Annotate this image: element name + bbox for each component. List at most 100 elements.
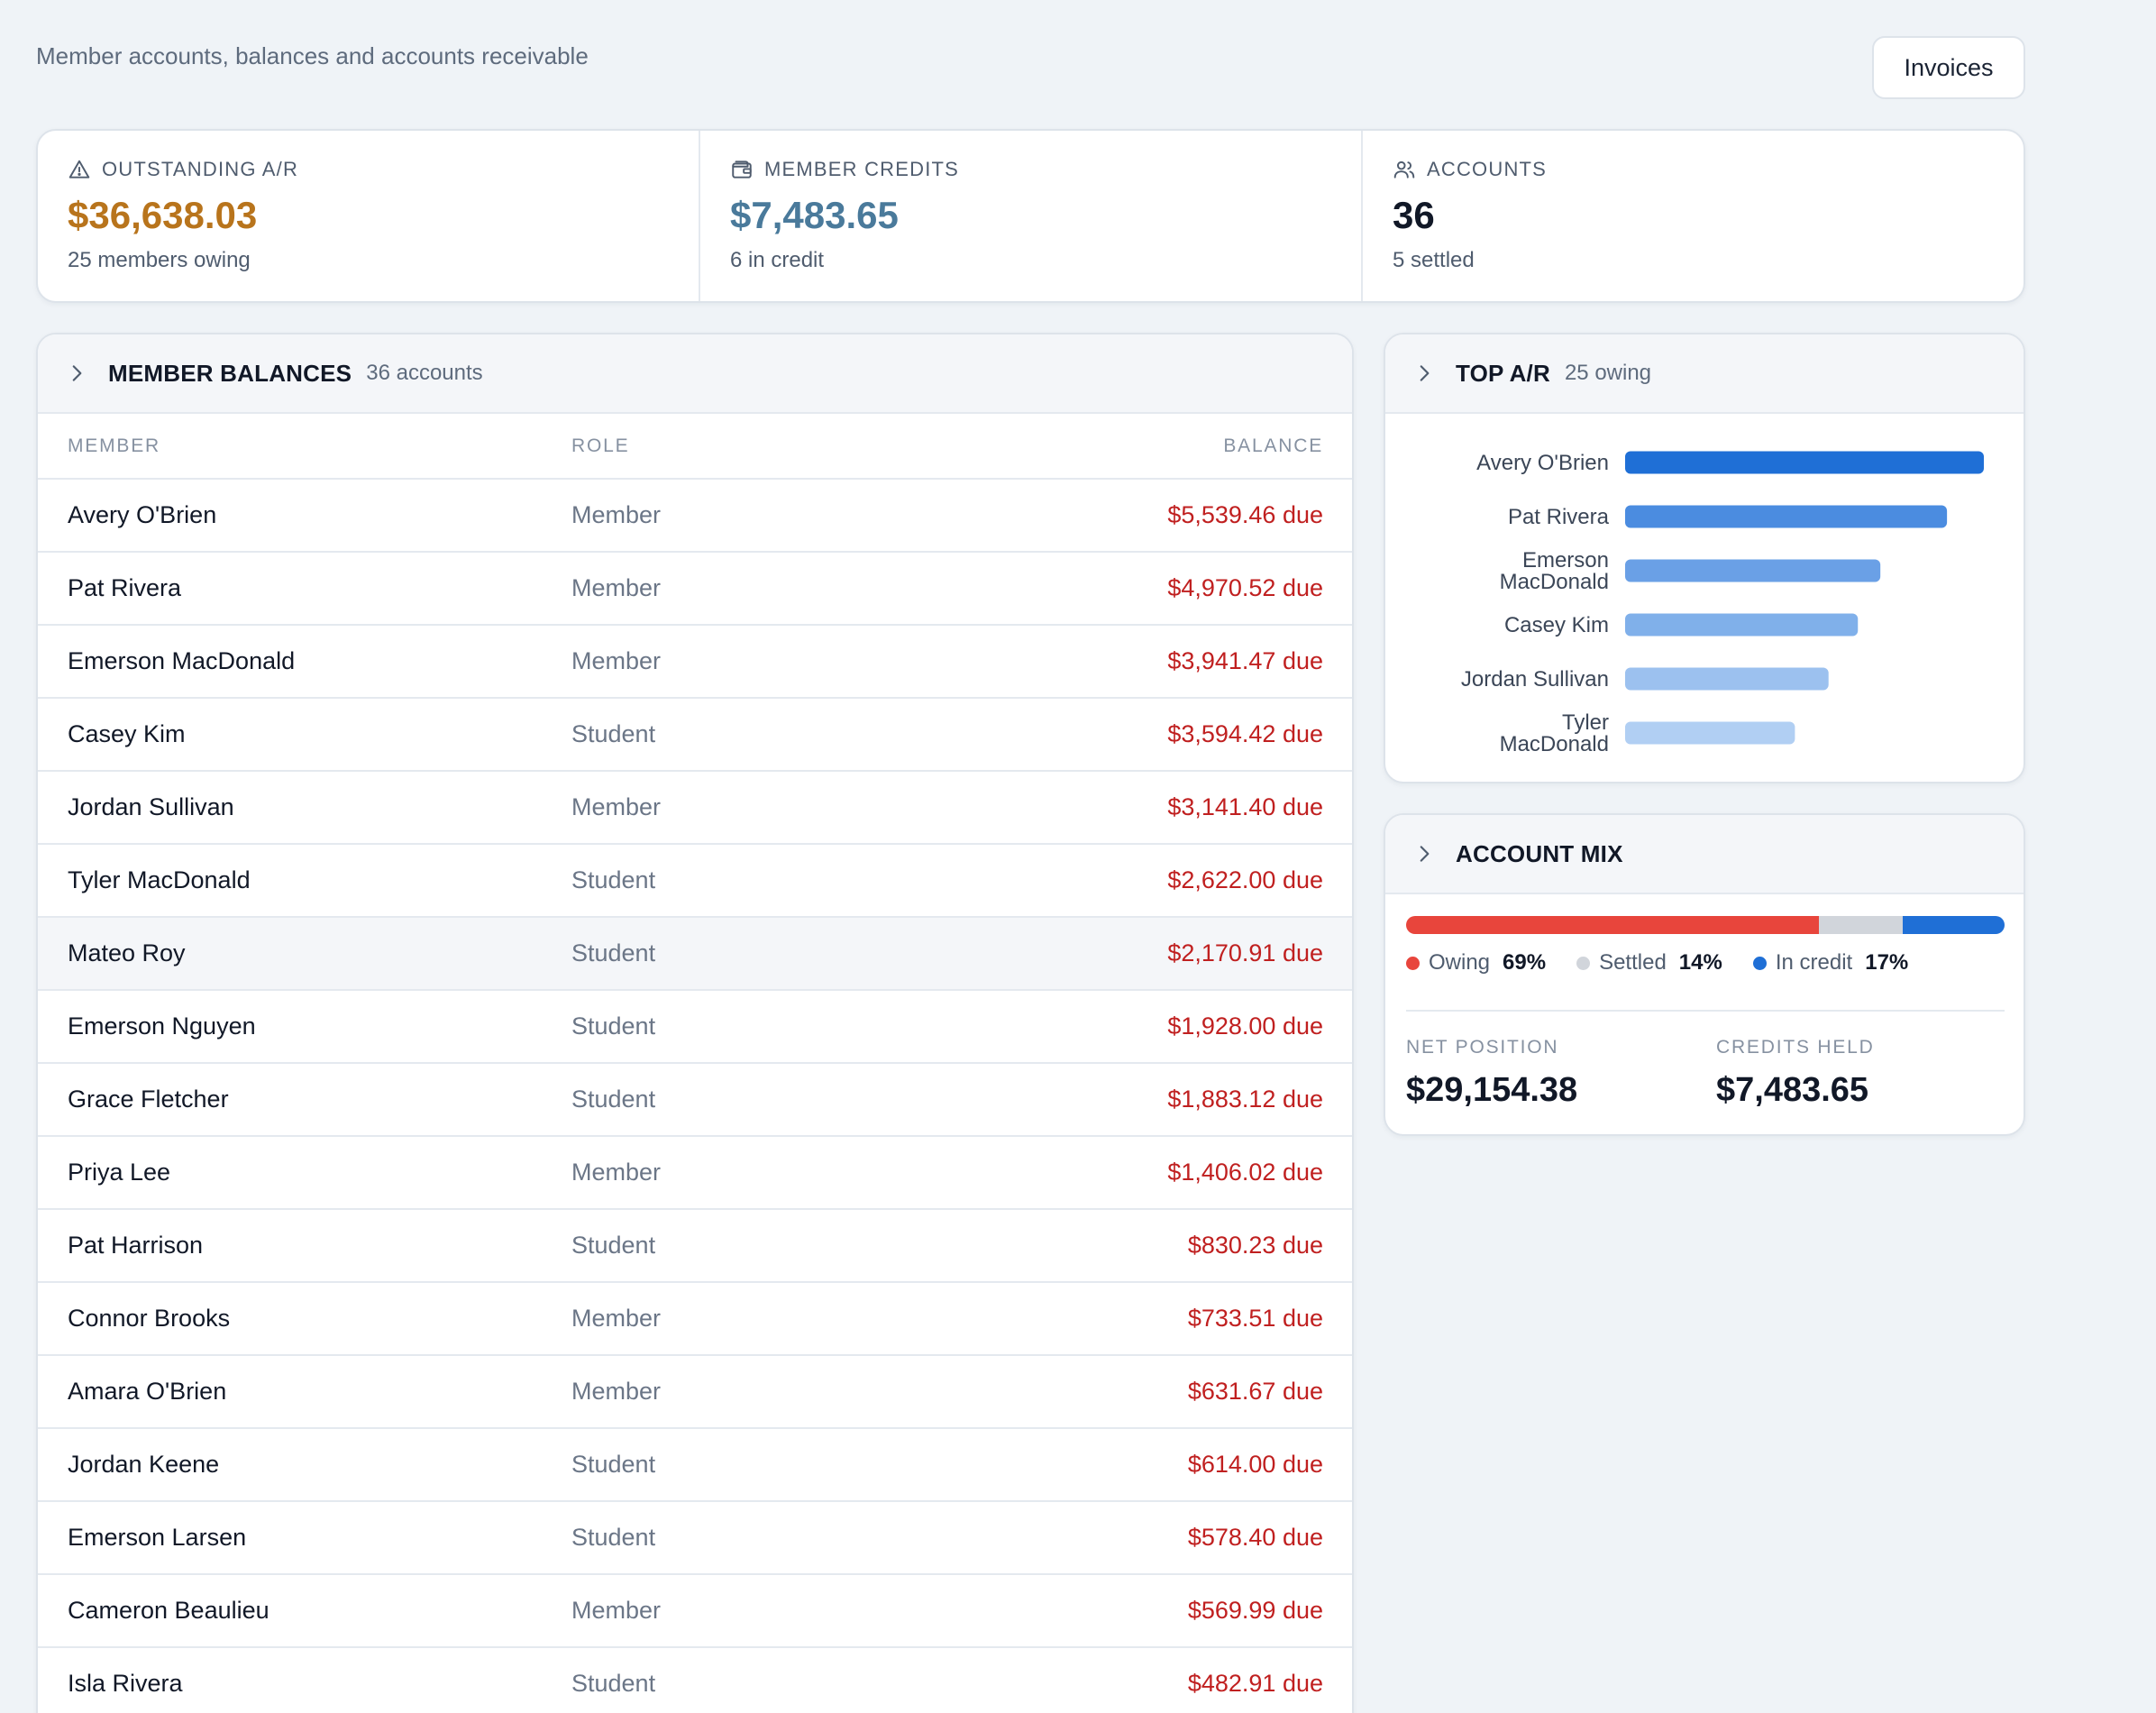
legend-dot bbox=[1406, 956, 1420, 970]
member-role: Student bbox=[571, 1209, 932, 1283]
member-name: Jordan Sullivan bbox=[38, 771, 571, 845]
member-balance: $482.91 due bbox=[932, 1647, 1352, 1713]
panel-count: 36 accounts bbox=[366, 361, 483, 385]
member-role: Student bbox=[571, 844, 932, 918]
member-name: Casey Kim bbox=[38, 698, 571, 772]
stat-label: MEMBER CREDITS bbox=[764, 158, 960, 180]
top-ar-panel: TOP A/R 25 owing Avery O'Brien Pat Rivera… bbox=[1384, 333, 2025, 783]
column-header-role[interactable]: ROLE bbox=[571, 414, 932, 480]
table-row[interactable]: Tyler MacDonald Student $2,622.00 due bbox=[38, 844, 1352, 918]
stat-value: $36,638.03 bbox=[68, 194, 258, 236]
member-balance: $5,539.46 due bbox=[932, 479, 1352, 553]
balances-table: MEMBER ROLE BALANCE Avery O'Brien Member $… bbox=[38, 414, 1352, 1713]
table-row[interactable]: Avery O'Brien Member $5,539.46 due bbox=[38, 479, 1352, 553]
chart-category-label: Tyler MacDonald bbox=[1500, 710, 1609, 756]
account-mix-bar bbox=[1406, 916, 2005, 934]
stat-subtext: 5 settled bbox=[1393, 248, 1475, 272]
page-subtitle: Member accounts, balances and accounts r… bbox=[36, 42, 589, 69]
member-balances-header[interactable]: MEMBER BALANCES 36 accounts bbox=[38, 334, 1352, 414]
member-role: Member bbox=[571, 552, 932, 626]
stat-subtext: 25 members owing bbox=[68, 248, 251, 272]
chart-bar[interactable] bbox=[1625, 559, 1881, 582]
member-name: Jordan Keene bbox=[38, 1428, 571, 1502]
member-balance: $1,406.02 due bbox=[932, 1136, 1352, 1210]
member-balances-panel: MEMBER BALANCES 36 accounts MEMBER ROLE … bbox=[36, 333, 1354, 1713]
column-header-member[interactable]: MEMBER bbox=[38, 414, 571, 480]
table-row[interactable]: Pat Harrison Student $830.23 due bbox=[38, 1209, 1352, 1283]
table-row[interactable]: Grace Fletcher Student $1,883.12 due bbox=[38, 1063, 1352, 1137]
account-mix-panel: ACCOUNT MIX Owing 69% Settled 14% In cre… bbox=[1384, 813, 2025, 1136]
table-row[interactable]: Jordan Keene Student $614.00 due bbox=[38, 1428, 1352, 1502]
member-balance: $1,928.00 due bbox=[932, 990, 1352, 1064]
member-role: Student bbox=[571, 1063, 932, 1137]
table-row[interactable]: Cameron Beaulieu Member $569.99 due bbox=[38, 1574, 1352, 1648]
table-row[interactable]: Emerson Larsen Student $578.40 due bbox=[38, 1501, 1352, 1575]
legend-owing: Owing 69% bbox=[1406, 950, 1546, 976]
member-balance: $2,622.00 due bbox=[932, 844, 1352, 918]
legend-settled: Settled 14% bbox=[1576, 950, 1722, 976]
alert-triangle-icon bbox=[69, 160, 90, 179]
table-row[interactable]: Priya Lee Member $1,406.02 due bbox=[38, 1136, 1352, 1210]
stat-value: $7,483.65 bbox=[730, 194, 899, 236]
mix-segment-in-credit bbox=[1903, 916, 2005, 934]
chart-bar[interactable] bbox=[1625, 451, 1984, 474]
member-name: Emerson Larsen bbox=[38, 1501, 571, 1575]
column-header-balance[interactable]: BALANCE bbox=[932, 414, 1352, 480]
table-row[interactable]: Isla Rivera Student $482.91 due bbox=[38, 1647, 1352, 1713]
chart-bar[interactable] bbox=[1625, 505, 1948, 528]
table-row[interactable]: Casey Kim Student $3,594.42 due bbox=[38, 698, 1352, 772]
member-balance: $3,941.47 due bbox=[932, 625, 1352, 699]
panel-count: 25 owing bbox=[1564, 361, 1652, 385]
legend-dot bbox=[1752, 956, 1767, 970]
metric-value: $29,154.38 bbox=[1406, 1071, 1578, 1109]
table-row[interactable]: Amara O'Brien Member $631.67 due bbox=[38, 1355, 1352, 1429]
invoices-button[interactable]: Invoices bbox=[1872, 36, 2025, 99]
member-balance: $614.00 due bbox=[932, 1428, 1352, 1502]
account-mix-header[interactable]: ACCOUNT MIX bbox=[1385, 815, 2024, 894]
table-row[interactable]: Emerson Nguyen Student $1,928.00 due bbox=[38, 990, 1352, 1064]
legend-label: In credit bbox=[1775, 950, 1853, 975]
member-role: Member bbox=[571, 771, 932, 845]
member-name: Emerson MacDonald bbox=[38, 625, 571, 699]
member-role: Student bbox=[571, 990, 932, 1064]
member-balance: $569.99 due bbox=[932, 1574, 1352, 1648]
metric-label: NET POSITION bbox=[1406, 1037, 1559, 1058]
table-row[interactable]: Jordan Sullivan Member $3,141.40 due bbox=[38, 771, 1352, 845]
chevron-right-icon[interactable] bbox=[1412, 362, 1436, 385]
table-row[interactable]: Emerson MacDonald Member $3,941.47 due bbox=[38, 625, 1352, 699]
member-name: Amara O'Brien bbox=[38, 1355, 571, 1429]
chart-bar[interactable] bbox=[1625, 667, 1829, 691]
member-role: Student bbox=[571, 1501, 932, 1575]
member-name: Priya Lee bbox=[38, 1136, 571, 1210]
member-name: Isla Rivera bbox=[38, 1647, 571, 1713]
member-role: Member bbox=[571, 1282, 932, 1356]
top-ar-header[interactable]: TOP A/R 25 owing bbox=[1385, 334, 2024, 414]
account-mix-legend: Owing 69% Settled 14% In credit 17% bbox=[1406, 950, 1908, 976]
member-name: Pat Harrison bbox=[38, 1209, 571, 1283]
member-balance: $3,594.42 due bbox=[932, 698, 1352, 772]
table-row[interactable]: Pat Rivera Member $4,970.52 due bbox=[38, 552, 1352, 626]
chart-bar[interactable] bbox=[1625, 721, 1795, 745]
users-icon bbox=[1393, 160, 1415, 179]
member-balance: $578.40 due bbox=[932, 1501, 1352, 1575]
stat-member-credits: MEMBER CREDITS $7,483.65 6 in credit bbox=[699, 131, 1361, 301]
chevron-right-icon[interactable] bbox=[65, 362, 88, 385]
legend-percent: 69% bbox=[1503, 950, 1547, 975]
member-balance: $1,883.12 due bbox=[932, 1063, 1352, 1137]
member-role: Member bbox=[571, 1574, 932, 1648]
chart-category-label: Casey Kim bbox=[1504, 613, 1609, 637]
chart-category-label: Pat Rivera bbox=[1508, 505, 1610, 529]
member-balance: $830.23 due bbox=[932, 1209, 1352, 1283]
top-ar-bar-chart: Avery O'Brien Pat Rivera Emerson MacDonald C… bbox=[1461, 451, 1984, 756]
stat-accounts: ACCOUNTS 36 5 settled bbox=[1361, 131, 2024, 301]
chevron-right-icon[interactable] bbox=[1412, 842, 1436, 866]
member-name: Tyler MacDonald bbox=[38, 844, 571, 918]
member-role: Student bbox=[571, 1428, 932, 1502]
summary-stats-card: OUTSTANDING A/R $36,638.03 25 members ow… bbox=[36, 129, 2025, 303]
chart-bar[interactable] bbox=[1625, 613, 1859, 637]
member-balance: $631.67 due bbox=[932, 1355, 1352, 1429]
table-row[interactable]: Connor Brooks Member $733.51 due bbox=[38, 1282, 1352, 1356]
legend-label: Owing bbox=[1429, 950, 1491, 975]
member-name: Avery O'Brien bbox=[38, 479, 571, 553]
table-row[interactable]: Mateo Roy Student $2,170.91 due bbox=[38, 917, 1352, 991]
